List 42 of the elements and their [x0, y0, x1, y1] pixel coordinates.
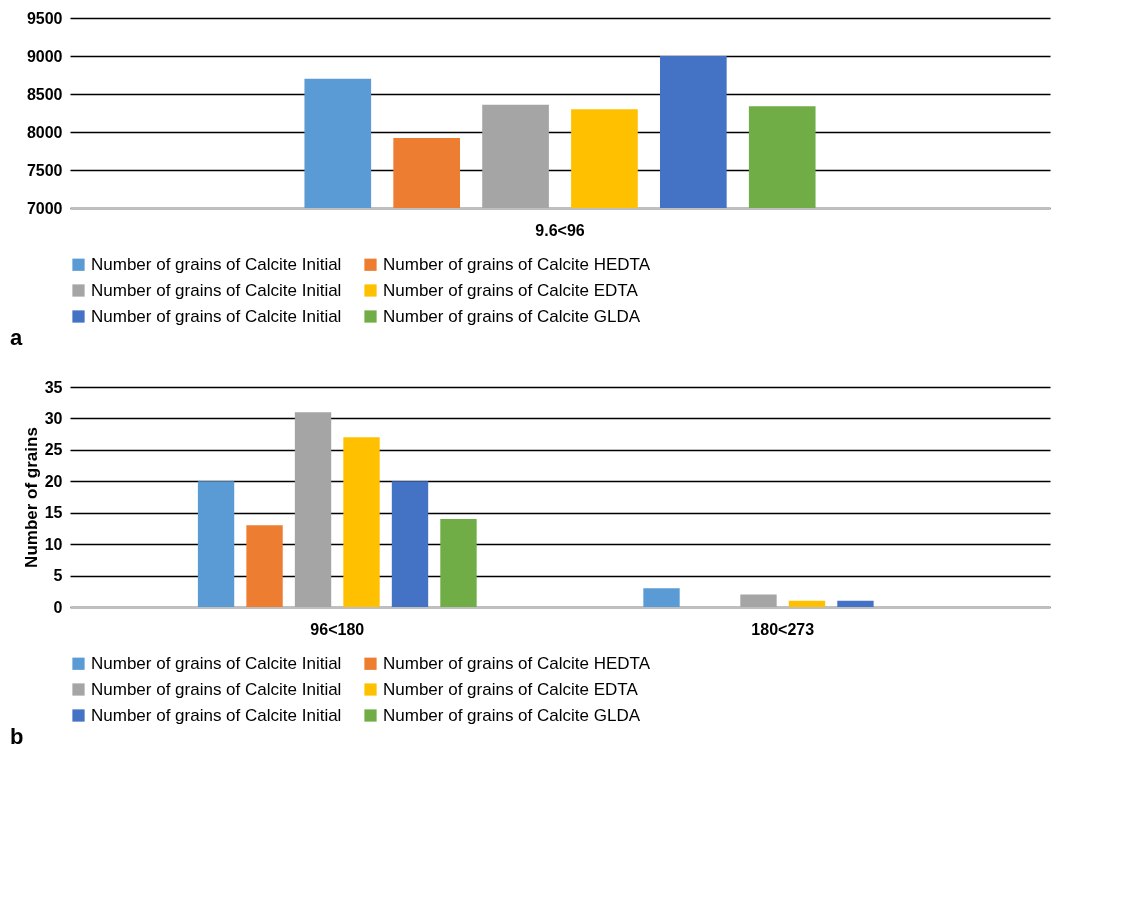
y-tick-label: 8000: [26, 123, 63, 141]
bar: [391, 481, 429, 607]
bar: [294, 412, 332, 607]
bar: [246, 525, 283, 607]
bar: [197, 481, 235, 607]
y-tick-label: 8500: [26, 85, 63, 103]
x-tick-label: 96<180: [310, 620, 365, 638]
legend-label: Number of grains of Calcite Initial: [91, 280, 342, 300]
legend-label: Number of grains of Calcite HEDTA: [383, 254, 651, 274]
y-tick-label: 5: [53, 567, 63, 585]
bar: [740, 594, 777, 607]
x-tick-label: 180<273: [751, 620, 815, 638]
y-tick-label: 7000: [26, 199, 63, 217]
y-tick-label: 0: [53, 598, 63, 616]
bar: [343, 437, 380, 607]
y-tick-label: 25: [44, 441, 63, 459]
legend-label: Number of grains of Calcite GLDA: [383, 306, 641, 326]
legend-label: Number of grains of Calcite GLDA: [383, 705, 641, 725]
y-tick-label: 30: [44, 409, 63, 427]
legend-label: Number of grains of Calcite Initial: [91, 254, 342, 274]
bar: [643, 588, 680, 607]
legend-label: Number of grains of Calcite Initial: [91, 705, 342, 725]
legend-label: Number of grains of Calcite Initial: [91, 653, 342, 673]
legend-label: Number of grains of Calcite Initial: [91, 306, 342, 326]
legend-label: Number of grains of Calcite EDTA: [383, 280, 639, 300]
legend-label: Number of grains of Calcite Initial: [91, 679, 342, 699]
bar: [440, 519, 477, 607]
y-tick-label: 9000: [26, 47, 63, 65]
legend-label: Number of grains of Calcite HEDTA: [383, 653, 651, 673]
y-tick-label: 9500: [26, 9, 63, 27]
bar: [788, 600, 826, 607]
legend-label: Number of grains of Calcite EDTA: [383, 679, 639, 699]
y-tick-label: 7500: [26, 161, 63, 179]
text: b: [10, 724, 24, 749]
x-tick-label: 9.6<96: [535, 221, 585, 239]
bar: [837, 600, 874, 607]
text: a: [10, 325, 23, 350]
y-axis-title: Number of grains: [21, 427, 41, 568]
y-tick-label: 20: [44, 472, 63, 490]
y-tick-label: 15: [44, 504, 63, 522]
y-tick-label: 35: [44, 378, 63, 396]
y-tick-label: 10: [44, 535, 63, 553]
